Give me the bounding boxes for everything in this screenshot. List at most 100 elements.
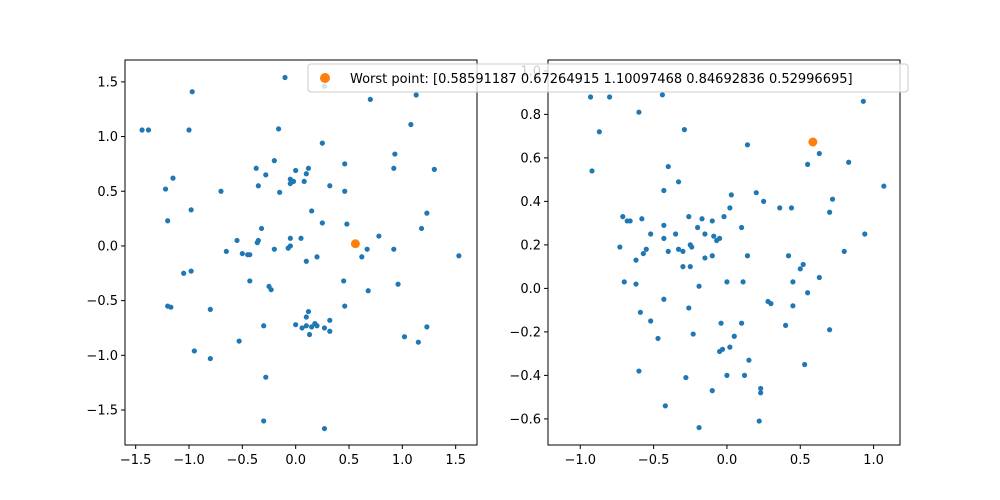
scatter-point xyxy=(261,418,267,424)
scatter-point xyxy=(276,126,282,132)
scatter-point xyxy=(744,253,751,259)
y-tick-label: 0.4 xyxy=(520,195,541,210)
scatter-point xyxy=(648,231,654,237)
scatter-point xyxy=(344,221,350,227)
x-tick-label: 0.5 xyxy=(790,453,811,468)
scatter-point xyxy=(661,235,667,241)
scatter-point xyxy=(303,323,309,329)
y-tick-label: 0.2 xyxy=(520,238,541,253)
scatter-point xyxy=(365,288,371,294)
scatter-point xyxy=(699,216,705,222)
scatter-point xyxy=(261,323,267,329)
scatter-point xyxy=(739,224,745,231)
scatter-point xyxy=(277,189,283,195)
scatter-point xyxy=(768,301,774,307)
scatter-point xyxy=(756,418,762,424)
scatter-point xyxy=(367,96,373,102)
scatter-point xyxy=(758,385,764,392)
scatter-point xyxy=(395,281,401,287)
scatter-point xyxy=(293,167,299,174)
scatter-point xyxy=(639,216,645,222)
y-tick-label: 1.0 xyxy=(97,130,118,145)
scatter-point xyxy=(709,253,715,259)
scatter-point xyxy=(753,190,759,196)
x-tick-label: 0.5 xyxy=(339,453,360,468)
scatter-point xyxy=(247,252,253,258)
scatter-point xyxy=(607,94,613,100)
scatter-point xyxy=(418,225,425,232)
scatter-point xyxy=(788,205,795,211)
scatter-point xyxy=(314,254,320,260)
scatter-point xyxy=(263,374,269,380)
scatter-point xyxy=(802,361,808,368)
y-tick-label: 0.6 xyxy=(520,151,541,166)
right-scatter-panel: −1.0 −0.5 0.0 0.5 1.0 −0.6 −0.4 −0.2 0.0 0.2 0.4 0.… xyxy=(509,59,901,468)
scatter-point xyxy=(341,278,347,284)
scatter-point xyxy=(718,320,724,326)
scatter-point xyxy=(309,208,315,214)
scatter-point xyxy=(741,372,748,378)
legend-marker-worst-point xyxy=(320,73,330,83)
y-tick-label: −1.0 xyxy=(86,349,118,364)
scatter-point xyxy=(702,255,708,261)
scatter-point xyxy=(207,355,213,362)
scatter-point xyxy=(309,324,315,330)
scatter-point xyxy=(702,231,708,237)
scatter-point xyxy=(661,296,667,302)
scatter-point xyxy=(675,246,682,252)
scatter-point xyxy=(761,198,767,204)
scatter-point xyxy=(162,186,169,192)
scatter-point xyxy=(686,305,692,311)
scatter-point xyxy=(596,129,602,135)
scatter-point xyxy=(696,424,702,431)
scatter-point xyxy=(218,188,224,194)
scatter-point xyxy=(303,171,309,177)
scatter-point xyxy=(633,257,639,263)
scatter-point xyxy=(680,264,686,270)
scatter-point xyxy=(731,333,737,339)
scatter-point xyxy=(327,328,333,334)
scatter-point xyxy=(673,231,679,237)
scatter-point xyxy=(728,192,734,198)
scatter-point xyxy=(168,304,174,310)
scatter-point xyxy=(827,327,833,333)
scatter-point xyxy=(617,244,623,250)
axes-frame xyxy=(547,59,901,446)
scatter-point xyxy=(643,246,649,252)
scatter-point xyxy=(319,220,325,226)
scatter-point xyxy=(424,324,430,330)
scatter-point xyxy=(364,246,370,252)
scatter-point xyxy=(758,390,764,396)
scatter-point xyxy=(665,163,671,170)
scatter-point xyxy=(401,334,408,340)
scatter-point xyxy=(661,222,667,228)
scatter-point xyxy=(236,338,242,344)
scatter-point xyxy=(223,248,229,255)
scatter-point xyxy=(139,127,145,133)
y-tick-label: −0.6 xyxy=(509,412,541,427)
scatter-point xyxy=(253,165,259,171)
scatter-point xyxy=(860,98,866,104)
scatter-point xyxy=(258,225,265,232)
worst-point-marker xyxy=(350,239,360,249)
scatter-point xyxy=(376,233,382,239)
y-tick-label: 0.5 xyxy=(97,185,118,200)
x-tick-label: −0.5 xyxy=(638,453,670,468)
scatter-point xyxy=(234,237,240,244)
scatter-point xyxy=(805,161,811,168)
scatter-point xyxy=(392,151,398,157)
y-tick-label: 0.8 xyxy=(520,108,541,123)
scatter-point xyxy=(661,187,667,194)
scatter-point xyxy=(314,323,320,329)
scatter-point xyxy=(739,320,745,326)
scatter-point xyxy=(456,253,462,259)
scatter-point xyxy=(165,218,171,224)
scatter-point xyxy=(687,264,693,270)
scatter-point xyxy=(170,175,176,181)
scatter-point xyxy=(293,322,299,328)
scatter-point xyxy=(239,250,245,257)
scatter-point xyxy=(271,158,277,164)
y-tick-label: −1.5 xyxy=(86,404,118,419)
scatter-point xyxy=(359,254,365,260)
scatter-point xyxy=(287,235,293,241)
